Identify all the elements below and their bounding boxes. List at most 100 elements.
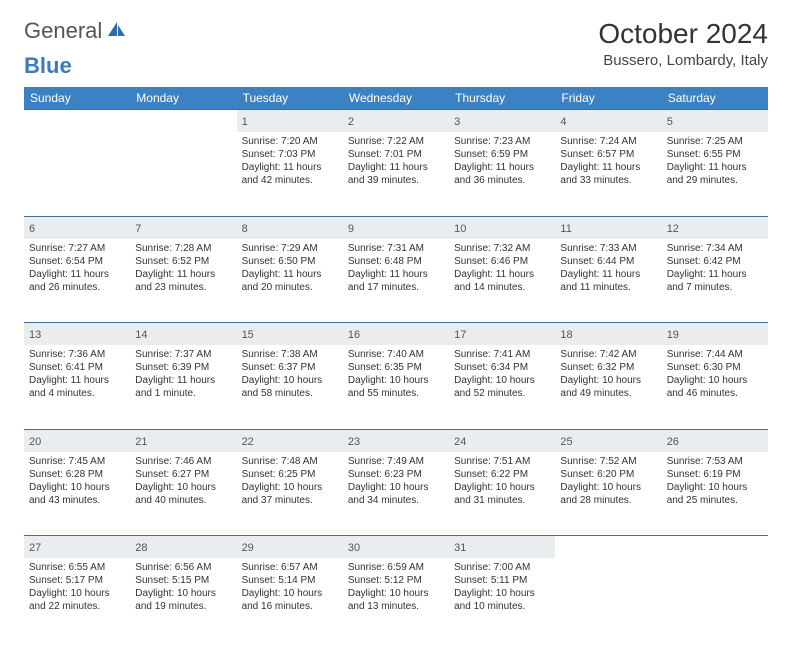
day-header-monday: Monday [130,87,236,110]
daylight-line: Daylight: 10 hours and 37 minutes. [242,481,338,507]
day-number-cell: 19 [662,323,768,346]
day-cell: Sunrise: 7:25 AMSunset: 6:55 PMDaylight:… [662,132,768,216]
sunrise-line: Sunrise: 7:25 AM [667,135,763,148]
day-cell: Sunrise: 7:49 AMSunset: 6:23 PMDaylight:… [343,452,449,536]
day-cell: Sunrise: 6:56 AMSunset: 5:15 PMDaylight:… [130,558,236,642]
sunset-line: Sunset: 5:12 PM [348,574,444,587]
sunset-line: Sunset: 6:30 PM [667,361,763,374]
daylight-line: Daylight: 11 hours and 14 minutes. [454,268,550,294]
day-cell: Sunrise: 6:57 AMSunset: 5:14 PMDaylight:… [237,558,343,642]
day-cell: Sunrise: 7:31 AMSunset: 6:48 PMDaylight:… [343,239,449,323]
day-header-saturday: Saturday [662,87,768,110]
sunset-line: Sunset: 6:34 PM [454,361,550,374]
sunrise-line: Sunrise: 7:52 AM [560,455,656,468]
location: Bussero, Lombardy, Italy [598,52,768,69]
sunrise-line: Sunrise: 7:38 AM [242,348,338,361]
day-number: 6 [29,223,35,235]
logo-text-2: Blue [24,53,72,79]
sunset-line: Sunset: 6:20 PM [560,468,656,481]
day-number: 17 [454,329,466,341]
sunset-line: Sunset: 6:39 PM [135,361,231,374]
day-number: 29 [242,542,254,554]
day-number-cell: 7 [130,216,236,239]
day-number-cell: 10 [449,216,555,239]
sunrise-line: Sunrise: 7:00 AM [454,561,550,574]
day-cell [662,558,768,642]
sunset-line: Sunset: 6:48 PM [348,255,444,268]
sunset-line: Sunset: 6:57 PM [560,148,656,161]
day-cell: Sunrise: 7:41 AMSunset: 6:34 PMDaylight:… [449,345,555,429]
daylight-line: Daylight: 11 hours and 29 minutes. [667,161,763,187]
sunset-line: Sunset: 6:37 PM [242,361,338,374]
day-number: 8 [242,223,248,235]
day-number-cell [130,110,236,133]
sunset-line: Sunset: 6:55 PM [667,148,763,161]
day-number: 22 [242,436,254,448]
daylight-line: Daylight: 10 hours and 34 minutes. [348,481,444,507]
sail-icon [106,20,126,43]
day-number: 24 [454,436,466,448]
daylight-line: Daylight: 10 hours and 28 minutes. [560,481,656,507]
day-number: 14 [135,329,147,341]
day-number: 28 [135,542,147,554]
day-number-cell: 8 [237,216,343,239]
sunset-line: Sunset: 5:17 PM [29,574,125,587]
day-cell: Sunrise: 6:59 AMSunset: 5:12 PMDaylight:… [343,558,449,642]
sunset-line: Sunset: 6:52 PM [135,255,231,268]
daylight-line: Daylight: 11 hours and 4 minutes. [29,374,125,400]
day-number-cell: 30 [343,536,449,559]
sunset-line: Sunset: 6:32 PM [560,361,656,374]
week-numrow: 12345 [24,110,768,133]
day-number-cell [555,536,661,559]
sunset-line: Sunset: 6:19 PM [667,468,763,481]
day-number: 2 [348,116,354,128]
day-number: 5 [667,116,673,128]
sunrise-line: Sunrise: 7:36 AM [29,348,125,361]
daylight-line: Daylight: 10 hours and 16 minutes. [242,587,338,613]
sunrise-line: Sunrise: 7:41 AM [454,348,550,361]
day-cell: Sunrise: 7:40 AMSunset: 6:35 PMDaylight:… [343,345,449,429]
day-header-wednesday: Wednesday [343,87,449,110]
daylight-line: Daylight: 11 hours and 1 minute. [135,374,231,400]
day-cell: Sunrise: 7:22 AMSunset: 7:01 PMDaylight:… [343,132,449,216]
sunrise-line: Sunrise: 7:46 AM [135,455,231,468]
day-number: 16 [348,329,360,341]
sunrise-line: Sunrise: 7:20 AM [242,135,338,148]
day-number: 27 [29,542,41,554]
day-number-cell: 23 [343,429,449,452]
sunrise-line: Sunrise: 7:40 AM [348,348,444,361]
sunset-line: Sunset: 6:42 PM [667,255,763,268]
month-title: October 2024 [598,18,768,50]
day-cell: Sunrise: 7:28 AMSunset: 6:52 PMDaylight:… [130,239,236,323]
daylight-line: Daylight: 10 hours and 25 minutes. [667,481,763,507]
sunset-line: Sunset: 6:46 PM [454,255,550,268]
sunset-line: Sunset: 5:14 PM [242,574,338,587]
week-numrow: 20212223242526 [24,429,768,452]
day-number: 26 [667,436,679,448]
sunrise-line: Sunrise: 6:59 AM [348,561,444,574]
daylight-line: Daylight: 11 hours and 36 minutes. [454,161,550,187]
daylight-line: Daylight: 11 hours and 11 minutes. [560,268,656,294]
week-numrow: 13141516171819 [24,323,768,346]
sunset-line: Sunset: 6:28 PM [29,468,125,481]
daylight-line: Daylight: 10 hours and 40 minutes. [135,481,231,507]
day-cell: Sunrise: 7:32 AMSunset: 6:46 PMDaylight:… [449,239,555,323]
day-number-cell: 20 [24,429,130,452]
day-number: 31 [454,542,466,554]
daylight-line: Daylight: 10 hours and 19 minutes. [135,587,231,613]
day-number-cell: 22 [237,429,343,452]
day-cell: Sunrise: 7:34 AMSunset: 6:42 PMDaylight:… [662,239,768,323]
day-number-cell: 9 [343,216,449,239]
logo-text-1: General [24,18,102,44]
sunrise-line: Sunrise: 7:53 AM [667,455,763,468]
day-cell: Sunrise: 7:27 AMSunset: 6:54 PMDaylight:… [24,239,130,323]
day-number-cell: 16 [343,323,449,346]
sunrise-line: Sunrise: 6:55 AM [29,561,125,574]
day-cell: Sunrise: 7:52 AMSunset: 6:20 PMDaylight:… [555,452,661,536]
daylight-line: Daylight: 11 hours and 33 minutes. [560,161,656,187]
sunrise-line: Sunrise: 7:23 AM [454,135,550,148]
day-number: 11 [560,223,571,235]
day-number-cell: 1 [237,110,343,133]
week-content-row: Sunrise: 7:45 AMSunset: 6:28 PMDaylight:… [24,452,768,536]
day-header-thursday: Thursday [449,87,555,110]
